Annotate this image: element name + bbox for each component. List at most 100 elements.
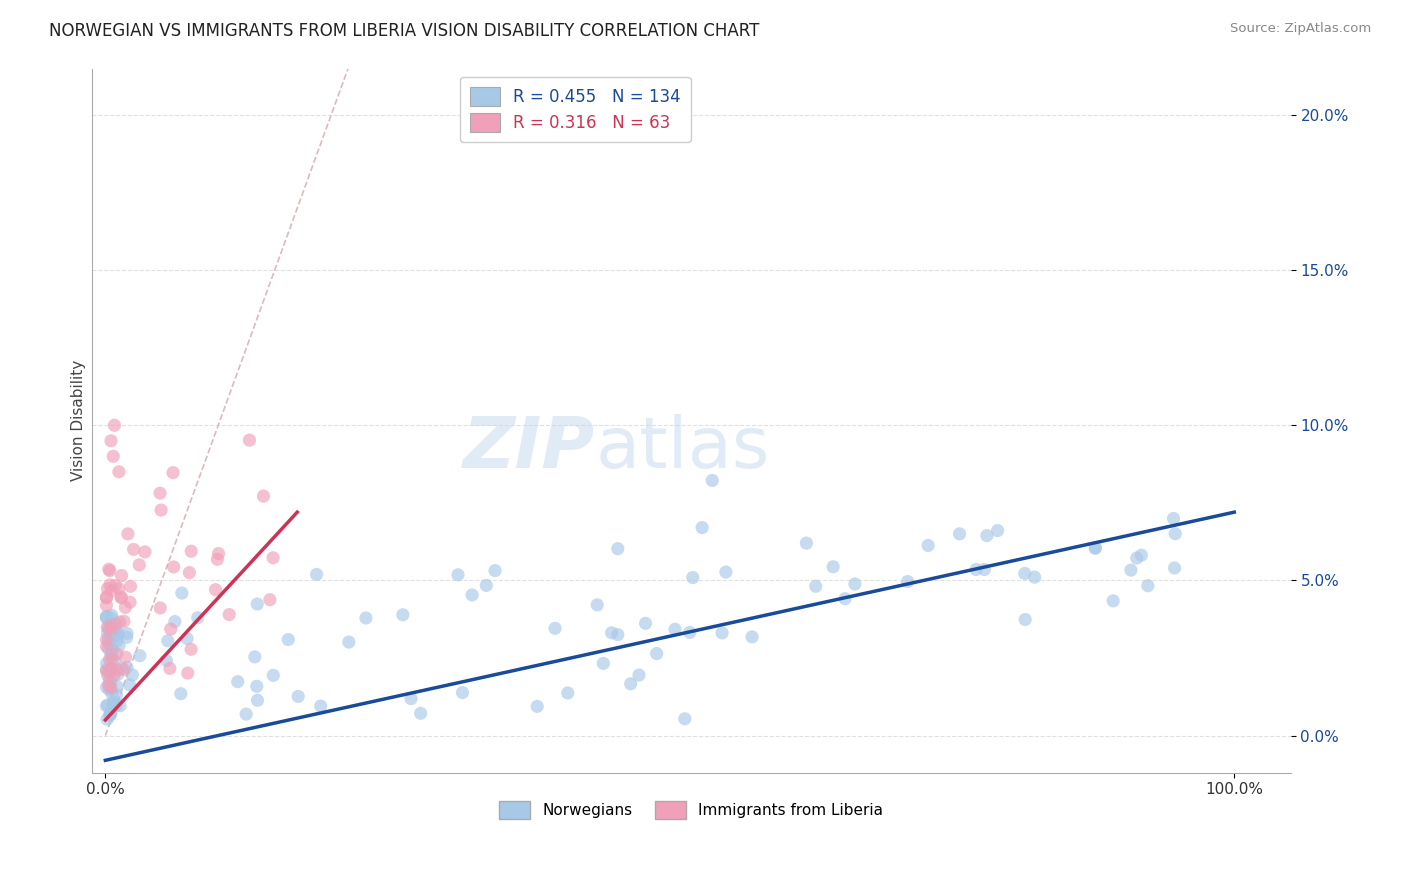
Point [97, 641, 120, 656]
Point [103, 654, 125, 668]
Point [96, 590, 118, 604]
Point [96, 632, 118, 647]
Point [1119, 563, 1142, 577]
Point [235, 707, 257, 722]
Point [96, 681, 118, 695]
Point [246, 597, 269, 611]
Point [170, 586, 193, 600]
Point [100, 434, 122, 448]
Point [98, 706, 121, 721]
Point [664, 622, 686, 636]
Point [690, 520, 713, 534]
Point [170, 687, 193, 701]
Point [100, 662, 122, 676]
Point [101, 653, 124, 667]
Point [105, 698, 128, 713]
Point [1084, 541, 1107, 556]
Point [262, 668, 284, 682]
Point [155, 654, 177, 668]
Point [115, 626, 138, 640]
Point [100, 662, 122, 676]
Point [159, 661, 181, 675]
Point [118, 595, 141, 609]
Point [702, 474, 724, 488]
Point [100, 648, 122, 662]
Point [98, 564, 121, 578]
Text: atlas: atlas [595, 414, 769, 483]
Point [108, 698, 131, 713]
Point [98, 683, 121, 698]
Point [101, 629, 124, 643]
Point [399, 691, 422, 706]
Point [121, 668, 143, 682]
Point [1164, 526, 1187, 541]
Point [679, 625, 702, 640]
Point [100, 706, 122, 720]
Point [592, 657, 614, 671]
Point [105, 680, 128, 694]
Point [948, 527, 970, 541]
Point [711, 626, 734, 640]
Point [108, 639, 131, 653]
Point [98, 623, 121, 637]
Point [128, 648, 150, 663]
Point [103, 418, 125, 433]
Point [100, 611, 122, 625]
Point [673, 712, 696, 726]
Point [447, 567, 470, 582]
Point [600, 625, 623, 640]
Point [96, 640, 118, 654]
Point [105, 663, 128, 677]
Point [96, 610, 118, 624]
Point [100, 675, 122, 690]
Point [97, 635, 120, 649]
Point [163, 615, 186, 629]
Point [107, 626, 129, 640]
Point [98, 708, 121, 723]
Point [1126, 551, 1149, 566]
Point [1024, 570, 1046, 584]
Point [1163, 511, 1185, 525]
Legend: Norwegians, Immigrants from Liberia: Norwegians, Immigrants from Liberia [494, 795, 889, 825]
Point [162, 560, 184, 574]
Point [1136, 579, 1159, 593]
Point [107, 667, 129, 681]
Point [557, 686, 579, 700]
Point [108, 582, 131, 596]
Point [1014, 613, 1036, 627]
Point [114, 600, 136, 615]
Point [100, 707, 122, 722]
Point [97, 678, 120, 692]
Point [796, 536, 818, 550]
Point [100, 618, 122, 632]
Point [115, 660, 138, 674]
Point [97, 621, 120, 635]
Point [176, 632, 198, 646]
Point [97, 668, 120, 682]
Point [97, 665, 120, 679]
Point [627, 668, 650, 682]
Point [134, 545, 156, 559]
Point [1084, 541, 1107, 555]
Point [100, 608, 122, 623]
Point [149, 486, 172, 500]
Point [112, 663, 135, 677]
Point [104, 622, 127, 636]
Point [98, 663, 121, 677]
Point [101, 663, 124, 677]
Point [115, 631, 138, 645]
Point [103, 695, 125, 709]
Point [96, 626, 118, 640]
Point [96, 582, 118, 596]
Point [634, 616, 657, 631]
Point [823, 559, 845, 574]
Point [96, 664, 118, 678]
Point [156, 633, 179, 648]
Point [110, 568, 132, 582]
Point [392, 607, 415, 622]
Point [218, 607, 240, 622]
Y-axis label: Vision Disability: Vision Disability [72, 360, 86, 482]
Point [104, 579, 127, 593]
Point [104, 616, 127, 631]
Point [101, 641, 124, 656]
